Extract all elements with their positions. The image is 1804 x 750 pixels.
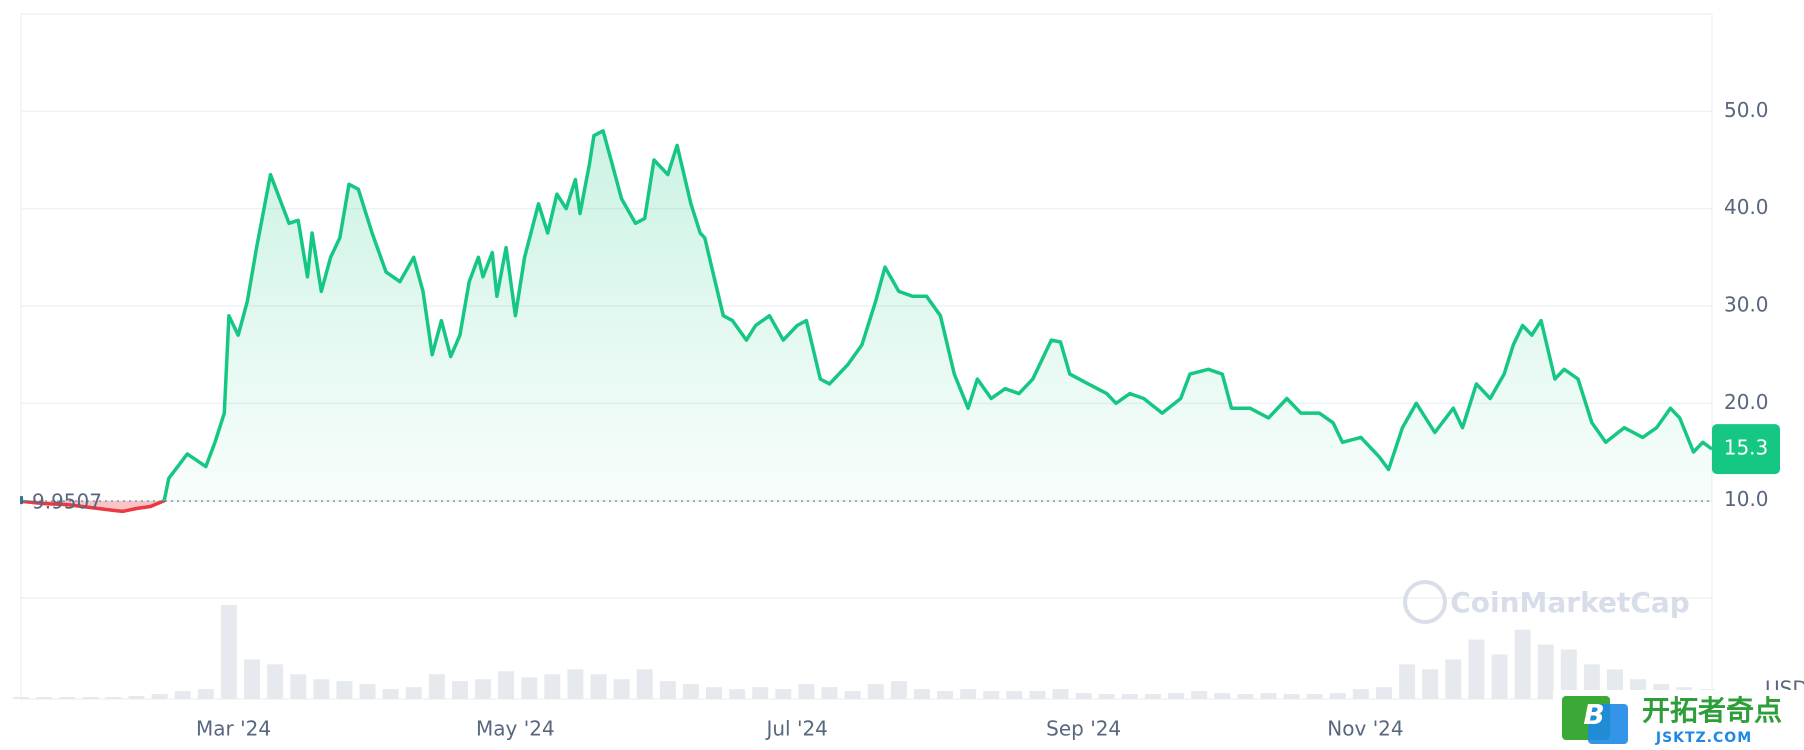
volume-bar xyxy=(59,697,76,699)
watermark-logo xyxy=(1403,580,1447,624)
y-tick-label: 30.0 xyxy=(1724,293,1769,317)
volume-bar xyxy=(1121,694,1138,699)
volume-bar xyxy=(1329,693,1346,699)
volume-bar xyxy=(128,696,145,699)
volume-bar xyxy=(105,697,122,699)
volume-bar xyxy=(590,674,607,699)
volume-bar xyxy=(244,659,261,699)
volume-bar xyxy=(1191,691,1208,699)
volume-bar xyxy=(890,681,907,699)
volume-bars xyxy=(13,604,1716,699)
volume-bar xyxy=(267,664,284,699)
volume-bar xyxy=(1052,689,1069,699)
volume-bar xyxy=(1514,629,1531,699)
volume-bar xyxy=(821,687,838,699)
price-area xyxy=(21,130,1712,512)
volume-bar xyxy=(382,689,399,699)
volume-bar xyxy=(1491,654,1508,699)
x-tick-label: Jul '24 xyxy=(764,717,827,741)
volume-bar xyxy=(729,689,746,699)
volume-bar xyxy=(197,689,214,699)
volume-bar xyxy=(1560,649,1577,699)
price-line xyxy=(20,129,1714,514)
volume-bar xyxy=(405,687,422,699)
volume-bar xyxy=(428,674,445,699)
volume-bar xyxy=(1237,694,1254,699)
x-tick-label: Nov '24 xyxy=(1327,717,1403,741)
volume-bar xyxy=(1306,694,1323,699)
volume-bar xyxy=(1375,687,1392,699)
volume-bar xyxy=(36,697,53,699)
volume-bar xyxy=(937,691,954,699)
volume-bar xyxy=(752,687,769,699)
volume-bar xyxy=(1399,664,1416,699)
volume-bar xyxy=(1214,693,1231,699)
overlay-title: 开拓者奇点 xyxy=(1642,694,1782,727)
y-tick-label: 40.0 xyxy=(1724,195,1769,219)
volume-bar xyxy=(1075,693,1092,699)
volume-bar xyxy=(313,679,330,699)
volume-bar xyxy=(1422,669,1439,699)
volume-bar xyxy=(798,684,815,699)
volume-bar xyxy=(451,681,468,699)
volume-bar xyxy=(1283,694,1300,699)
volume-bar xyxy=(983,691,1000,699)
volume-bar xyxy=(336,681,353,699)
baseline-marker xyxy=(20,496,23,505)
volume-bar xyxy=(775,689,792,699)
volume-bar xyxy=(1006,691,1023,699)
volume-bar xyxy=(867,684,884,699)
watermark: CoinMarketCap xyxy=(1450,586,1690,619)
volume-bar xyxy=(174,691,191,699)
volume-bar xyxy=(1352,689,1369,699)
volume-bar xyxy=(960,689,977,699)
axis-labels: 10.0 20.0 30.0 40.0 50.0 Mar '24 May '24 Jul '2… xyxy=(196,98,1769,741)
volume-bar xyxy=(13,697,29,699)
volume-bar xyxy=(151,694,168,699)
volume-bar xyxy=(1260,693,1277,699)
volume-bar xyxy=(1144,694,1161,699)
volume-bar xyxy=(1537,644,1554,699)
volume-bar xyxy=(220,604,237,699)
volume-bar xyxy=(844,691,861,699)
volume-bar xyxy=(82,697,99,699)
price-series: 9.9507 15.3 xyxy=(20,129,1780,514)
volume-bar xyxy=(613,679,630,699)
volume-bar xyxy=(706,687,723,699)
x-tick-label: May '24 xyxy=(476,717,555,741)
overlay-icon-back xyxy=(1588,704,1628,744)
volume-bar xyxy=(475,679,492,699)
volume-bar xyxy=(521,677,538,699)
volume-bar xyxy=(682,684,699,699)
x-tick-label: Mar '24 xyxy=(196,717,271,741)
y-tick-label: 10.0 xyxy=(1724,487,1769,511)
y-tick-label: 50.0 xyxy=(1724,98,1769,122)
volume-bar xyxy=(1168,693,1185,699)
volume-bar xyxy=(359,684,376,699)
volume-bar xyxy=(913,689,930,699)
last-price-label: 15.3 xyxy=(1724,436,1769,460)
volume-bar xyxy=(1098,694,1115,699)
overlay-subtitle: JSKTZ.COM xyxy=(1655,730,1752,746)
volume-bar xyxy=(498,671,515,699)
volume-bar xyxy=(567,669,584,699)
volume-bar xyxy=(1029,691,1046,699)
y-tick-label: 20.0 xyxy=(1724,390,1769,414)
baseline-label: 9.9507 xyxy=(32,490,102,514)
volume-bar xyxy=(1468,639,1485,699)
volume-bar xyxy=(290,674,307,699)
volume-bar xyxy=(1445,659,1462,699)
volume-bar xyxy=(544,674,561,699)
overlay-icon-letter: B xyxy=(1583,698,1604,731)
last-price-box xyxy=(1712,424,1780,475)
volume-bar xyxy=(636,669,653,699)
volume-bar xyxy=(659,681,676,699)
x-tick-label: Sep '24 xyxy=(1046,717,1121,741)
